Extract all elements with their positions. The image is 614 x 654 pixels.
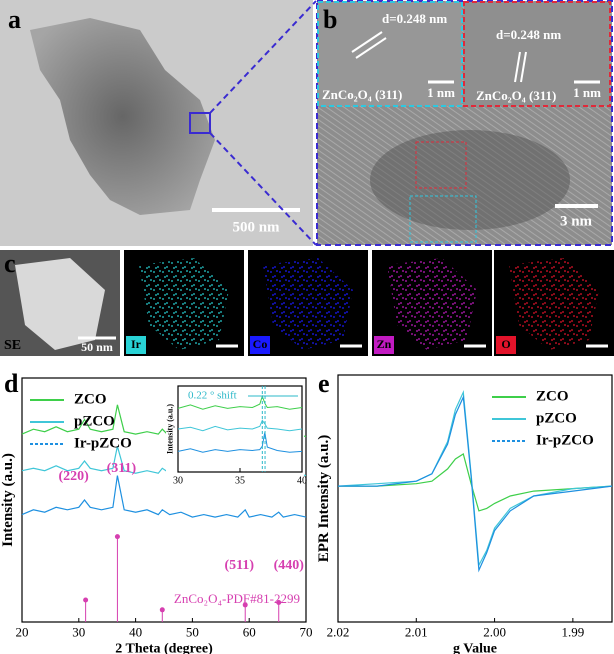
x-tick-label: 1.99 [561,625,584,640]
zoom-line [209,132,317,246]
x-tick-label: 40 [129,625,142,640]
x-tick-label: 20 [16,625,29,640]
legend-label: pZCO [536,410,577,426]
x-tick-label: 70 [300,625,313,640]
x-axis-label: g Value [453,642,497,654]
reference-name: ZnCo₂O₄-PDF#81-2299 [174,591,300,606]
panel-label: c [4,249,16,278]
zoom-box [189,112,211,134]
tile-label: Ir [131,337,142,351]
sheet [30,18,215,215]
legend-label: ZCO [536,388,569,404]
charts: d 20 30 40 50 60 70 2 Theta (degree) Intensity (… [0,369,613,654]
legend-label: pZCO [74,413,115,429]
element-map [387,258,477,350]
y-axis-label: Intensity (a.u.) [0,453,16,547]
zoom-line [209,0,317,114]
legend-label: Ir-pZCO [536,432,594,448]
panel-label: a [8,5,21,34]
phase-label: ZnCo₂O₄ (311) [476,88,556,103]
tile-label: O [501,337,510,351]
tile-label: Zn [377,337,392,351]
x-tick-label: 2.02 [327,625,350,640]
scale-text: 3 nm [560,213,593,229]
particle [15,258,105,350]
panel-a: a 500 nm [0,0,317,246]
label-box [374,336,394,354]
tile-label: SE [4,338,21,353]
panel-label: b [323,5,337,34]
legend-label: Ir-pZCO [74,435,132,451]
legend-label: ZCO [74,391,107,407]
lattice-mark [514,51,521,83]
d-spacing: d=0.248 nm [382,11,447,26]
scale-text: 500 nm [232,219,280,235]
x-tick-label: 60 [243,625,256,640]
element-map [139,258,229,350]
peak-label: (511) [224,558,254,573]
label-box [126,336,146,354]
x-axis-label: 2 Theta (degree) [115,642,213,654]
panel-b: b d=0.248 nm ZnCo₂O₄ (311) 1 nm d=0.248 … [316,0,613,246]
reference-dot [276,599,282,605]
x-tick-label: 30 [72,625,85,640]
data-line [177,419,303,432]
data-line [338,394,613,573]
lattice-mark [351,31,383,53]
reference-dot [114,534,120,540]
plot-frame [337,374,613,623]
peak-label: (440) [274,558,305,573]
plot-frame [21,377,307,623]
data-line [21,475,307,518]
reference-dot [83,597,89,603]
element-map [509,258,599,350]
data-line [177,432,303,453]
particle [370,130,570,230]
x-tick-label: 40 [297,475,307,486]
data-line [177,394,303,410]
y-axis-label: Intensity (a.u.) [166,404,175,454]
tile-label: Co [253,337,268,351]
x-tick-label: 50 [186,625,199,640]
peak-label: (220) [58,469,89,484]
scale-text: 1 nm [427,85,455,100]
scale-text: 1 nm [573,85,601,100]
label-box [496,336,516,354]
scale-text: 50 nm [81,340,113,354]
shift-annotation: 0.22 ° shift [188,390,237,402]
reference-dot [242,602,248,608]
x-tick-label: 30 [173,475,183,486]
inset [317,1,463,107]
d-spacing: d=0.248 nm [496,27,561,42]
element-map [263,258,353,350]
panel-label: e [318,369,330,398]
reference-dot [159,607,165,613]
panel-label: d [4,369,19,398]
peak-label: (311) [107,461,137,476]
lattice-mark [355,37,387,59]
x-tick-label: 2.00 [483,625,506,640]
y-axis-label: EPR Intensity (a.u.) [316,435,332,563]
label-box [250,336,270,354]
inset-bg [166,385,304,487]
panel-c: SE 50 nm Ir Co Zn Oc [0,249,614,356]
lattice-mark [520,51,527,83]
data-line [338,453,613,512]
region-box [409,195,477,243]
phase-label: ZnCo₂O₄ (311) [322,87,402,102]
x-tick-label: 35 [235,475,245,486]
inset [463,1,611,107]
region-box [415,141,467,189]
x-tick-label: 2.01 [405,625,428,640]
